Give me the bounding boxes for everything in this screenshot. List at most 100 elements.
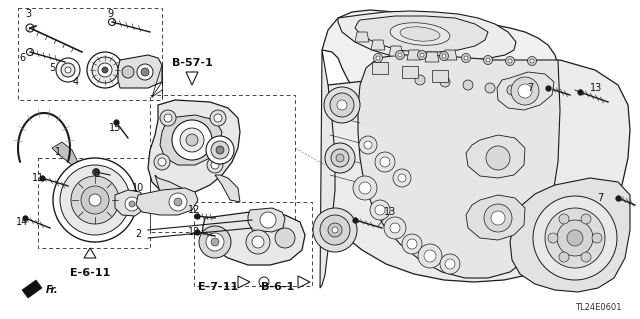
Circle shape [407, 239, 417, 249]
Circle shape [93, 168, 99, 175]
Circle shape [398, 174, 406, 182]
Circle shape [26, 48, 33, 56]
Circle shape [122, 66, 134, 78]
Circle shape [567, 230, 583, 246]
Circle shape [158, 158, 166, 166]
Polygon shape [248, 208, 285, 232]
Circle shape [109, 19, 115, 26]
Circle shape [380, 157, 390, 167]
Text: 12: 12 [188, 205, 200, 215]
Circle shape [491, 211, 505, 225]
Text: Fr.: Fr. [46, 285, 59, 295]
Bar [38, 158, 150, 248]
Text: 3: 3 [25, 9, 31, 19]
Polygon shape [466, 195, 525, 240]
Polygon shape [443, 50, 457, 60]
Circle shape [559, 214, 569, 224]
Circle shape [164, 114, 172, 122]
Text: E-7-11: E-7-11 [198, 282, 238, 292]
Polygon shape [186, 72, 198, 85]
Circle shape [260, 212, 276, 228]
Polygon shape [52, 142, 78, 165]
Text: 7: 7 [527, 83, 533, 93]
Polygon shape [407, 50, 421, 60]
Circle shape [359, 182, 371, 194]
Circle shape [92, 57, 118, 83]
Circle shape [71, 176, 119, 224]
Circle shape [313, 208, 357, 252]
Circle shape [332, 227, 338, 233]
Circle shape [420, 53, 424, 57]
Text: 4: 4 [73, 77, 79, 87]
Circle shape [336, 154, 344, 162]
Text: B-6-1: B-6-1 [261, 282, 294, 292]
Polygon shape [155, 175, 185, 200]
Bar [402, 66, 418, 78]
Circle shape [440, 77, 450, 87]
Text: 14: 14 [16, 217, 28, 227]
Circle shape [533, 196, 617, 280]
Circle shape [160, 110, 176, 126]
Circle shape [186, 134, 198, 146]
Polygon shape [202, 212, 305, 265]
Circle shape [246, 218, 258, 230]
Polygon shape [371, 40, 385, 50]
Text: B-57-1: B-57-1 [172, 58, 212, 68]
Circle shape [125, 197, 139, 211]
Circle shape [87, 52, 123, 88]
Circle shape [337, 100, 347, 110]
Circle shape [330, 93, 354, 117]
Polygon shape [466, 135, 525, 178]
Polygon shape [338, 11, 516, 62]
Circle shape [486, 146, 510, 170]
Polygon shape [322, 10, 558, 123]
Polygon shape [148, 100, 240, 195]
Circle shape [320, 215, 350, 245]
Circle shape [486, 58, 490, 62]
Text: 2: 2 [135, 229, 141, 239]
Polygon shape [320, 50, 335, 288]
Polygon shape [22, 280, 42, 298]
Circle shape [375, 205, 385, 215]
Polygon shape [136, 188, 198, 215]
Circle shape [548, 233, 558, 243]
Circle shape [172, 120, 212, 160]
Circle shape [359, 136, 377, 154]
Circle shape [398, 53, 402, 57]
Polygon shape [355, 16, 488, 52]
Circle shape [442, 54, 446, 58]
Polygon shape [425, 52, 439, 62]
Circle shape [483, 56, 493, 64]
Circle shape [374, 54, 383, 63]
Circle shape [507, 85, 517, 95]
Circle shape [328, 223, 342, 237]
Circle shape [364, 141, 372, 149]
Bar [18, 8, 162, 100]
Polygon shape [160, 115, 222, 165]
Text: E-6-11: E-6-11 [70, 268, 110, 278]
Polygon shape [358, 55, 560, 278]
Polygon shape [115, 190, 145, 216]
Circle shape [65, 67, 71, 73]
Circle shape [581, 252, 591, 262]
Text: 9: 9 [107, 9, 113, 19]
Circle shape [415, 75, 425, 85]
Text: 10: 10 [132, 183, 144, 193]
Bar [372, 62, 388, 74]
Circle shape [424, 250, 436, 262]
Circle shape [246, 230, 270, 254]
Circle shape [61, 63, 75, 77]
Circle shape [81, 186, 109, 214]
Circle shape [252, 236, 264, 248]
Circle shape [376, 56, 380, 60]
Polygon shape [497, 72, 554, 110]
Polygon shape [215, 175, 240, 202]
Text: 13: 13 [384, 207, 396, 217]
Circle shape [169, 193, 187, 211]
Circle shape [211, 161, 219, 169]
Circle shape [440, 51, 449, 61]
Circle shape [592, 233, 602, 243]
Circle shape [211, 238, 219, 246]
Circle shape [53, 158, 137, 242]
Circle shape [180, 128, 204, 152]
